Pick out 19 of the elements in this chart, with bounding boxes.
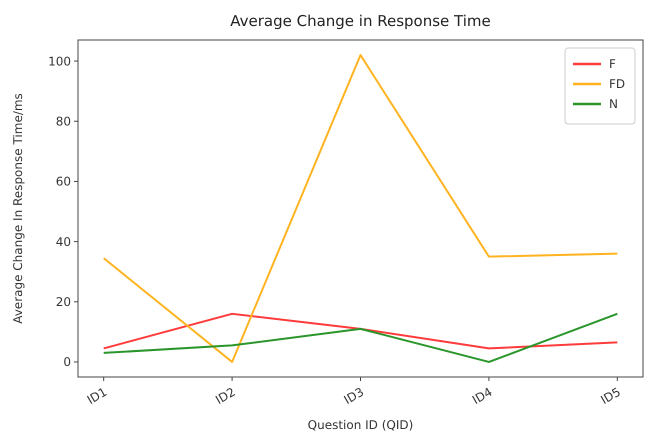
x-tick-label: ID2 [213,384,238,408]
x-tick-label: ID1 [84,384,110,408]
x-tick-label: ID5 [598,384,624,408]
y-tick-label: 0 [63,355,71,370]
legend-label: N [609,97,618,112]
y-tick-label: 20 [56,294,71,309]
x-tick-label: ID4 [470,384,495,408]
line-series [102,312,618,363]
line-series [102,312,618,350]
y-tick-label: 80 [56,114,71,128]
y-tick-label: 40 [56,234,71,249]
legend-label: F [609,57,616,72]
legend-label: FD [609,77,626,92]
x-axis-title: Question ID (QID) [308,418,414,432]
x-tick-label: ID3 [342,384,366,408]
y-tick-label: 100 [48,54,71,68]
chart-title: Average Change in Response Time [230,12,491,30]
y-tick-label: 60 [56,174,71,189]
y-axis-title: Average Change In Response Time/ms [11,93,25,324]
